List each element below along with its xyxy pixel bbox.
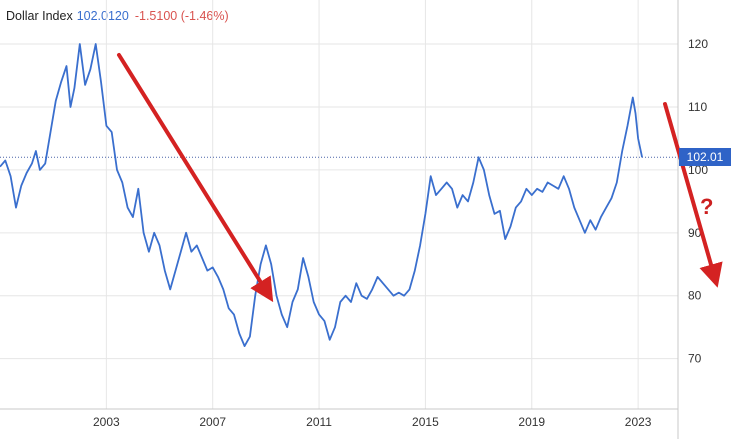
downtrend-arrow-1	[117, 53, 274, 303]
x-tick-label: 2007	[199, 415, 226, 429]
x-tick-label: 2011	[306, 415, 332, 429]
y-axis-ticks: 70 80 90 100 110 120	[688, 37, 708, 366]
x-tick-label: 2023	[625, 415, 652, 429]
x-tick-label: 2019	[518, 415, 545, 429]
last-price: 102.0120	[76, 9, 129, 23]
instrument-name: Dollar Index	[6, 9, 73, 23]
y-tick-label: 90	[688, 226, 702, 240]
chart-header: Dollar Index 102.0120 -1.5100 (-1.46%)	[6, 9, 229, 23]
series-line[interactable]	[0, 43, 643, 347]
x-tick-label: 2015	[412, 415, 439, 429]
y-tick-label: 80	[688, 289, 702, 303]
grid-lines	[0, 0, 678, 409]
price-change: -1.5100 (-1.46%)	[134, 9, 229, 23]
last-value-badge-bg	[679, 148, 731, 166]
y-tick-label: 100	[688, 163, 708, 177]
downtrend-arrow-2	[663, 102, 723, 288]
y-tick-label: 70	[688, 352, 702, 366]
y-tick-label: 110	[688, 100, 707, 114]
question-mark-annotation: ?	[700, 194, 713, 219]
last-value-badge: 102.01	[679, 148, 731, 166]
x-tick-label: 2003	[93, 415, 120, 429]
last-value-label: 102.01	[687, 150, 724, 164]
y-tick-label: 120	[688, 37, 708, 51]
x-axis-ticks: 2003 2007 2011 2015 2019 2023	[93, 415, 652, 429]
